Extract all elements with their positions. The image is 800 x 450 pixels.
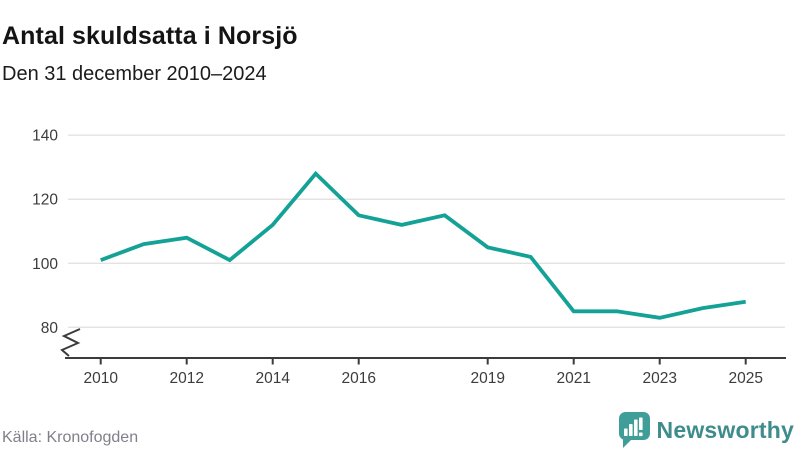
- chart-title: Antal skuldsatta i Norsjö: [2, 21, 298, 50]
- x-tick-label: 2019: [470, 370, 504, 387]
- newsworthy-icon: [618, 412, 650, 448]
- y-tick-label: 100: [32, 256, 58, 273]
- brand-name: Newsworthy: [656, 416, 794, 443]
- axis-break-icon: [60, 328, 81, 357]
- newsworthy-logo[interactable]: Newsworthy: [618, 412, 794, 448]
- source-text: Källa: Kronofogden: [2, 429, 139, 446]
- y-tick-label: 140: [32, 128, 58, 145]
- x-tick-label: 2016: [341, 370, 375, 387]
- x-tick-label: 2010: [83, 370, 118, 387]
- x-tick-label: 2012: [169, 370, 203, 387]
- x-tick-label: 2021: [556, 370, 590, 387]
- y-tick-label: 80: [41, 320, 59, 337]
- x-tick-label: 2014: [255, 370, 290, 387]
- data-line: [100, 170, 746, 320]
- x-tick-label: 2025: [728, 370, 762, 387]
- chart-subtitle: Den 31 december 2010–2024: [2, 63, 267, 85]
- y-tick-label: 120: [32, 192, 58, 209]
- x-tick-label: 2023: [642, 370, 676, 387]
